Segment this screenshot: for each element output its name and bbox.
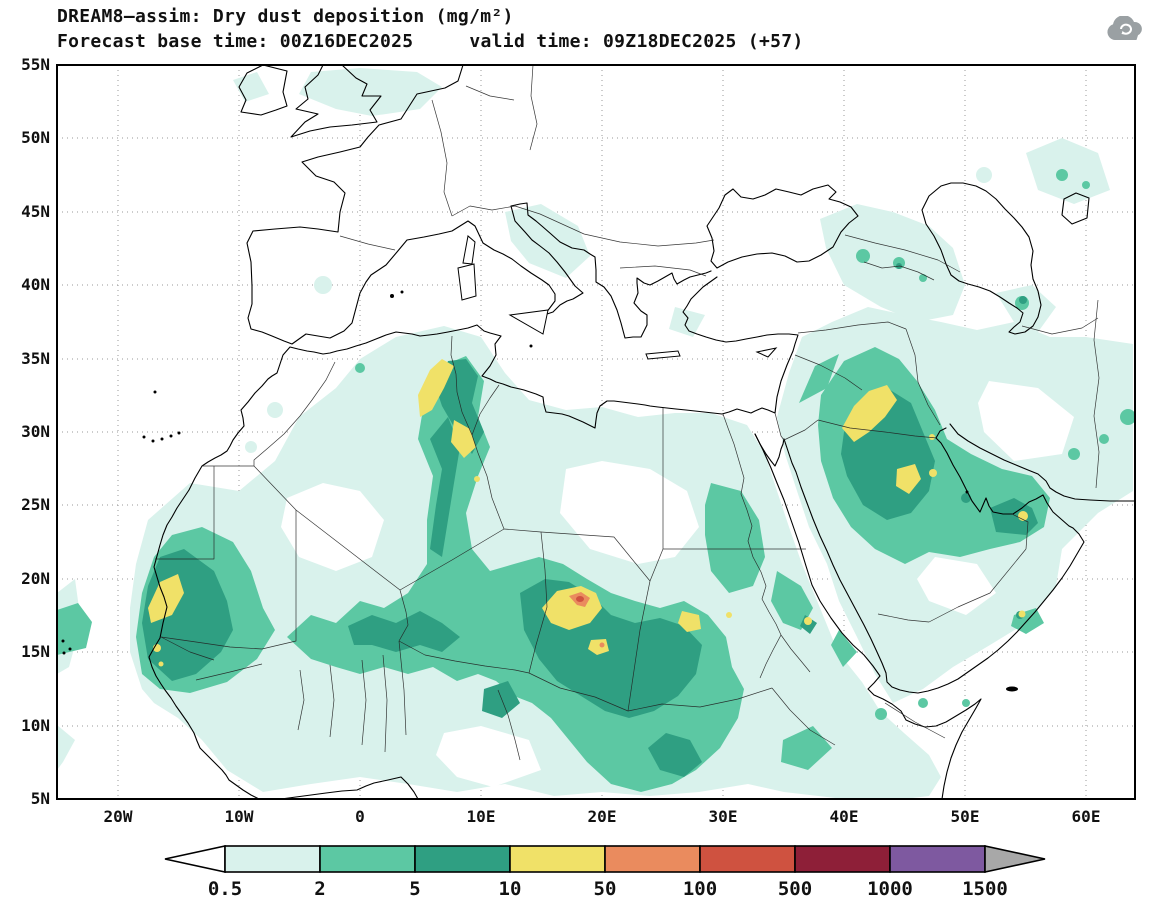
lon-tick-label: 30E (709, 807, 738, 826)
colorbar-segment (699, 845, 796, 873)
page-title: DREAM8—assim: Dry dust deposition (mg/m²… (57, 6, 514, 27)
colorbar-label: 1500 (962, 878, 1008, 900)
lat-tick-label: 40N (21, 275, 50, 294)
colorbar-label: 5 (409, 878, 420, 900)
colorbar-arrow-right (984, 845, 1046, 873)
lat-tick-label: 30N (21, 422, 50, 441)
lon-tick-label: 20E (588, 807, 617, 826)
country-borders (155, 65, 1100, 761)
forecast-time-line: Forecast base time: 00Z16DEC2025 valid ti… (57, 31, 804, 52)
lat-tick-label: 5N (31, 789, 50, 808)
colorbar-label: 0.5 (208, 878, 242, 900)
lon-tick-label: 0 (355, 807, 365, 826)
lon-tick-label: 50E (951, 807, 980, 826)
lon-tick-label: 60E (1072, 807, 1101, 826)
lat-axis: 55N 50N 45N 40N 35N 30N 25N 20N 15N 10N … (21, 55, 50, 808)
lat-tick-label: 50N (21, 128, 50, 147)
colorbar-segment (509, 845, 606, 873)
lat-tick-label: 10N (21, 716, 50, 735)
colorbar-arrow-left (164, 845, 226, 873)
colorbar-segment (414, 845, 511, 873)
colorbar-label: 500 (778, 878, 812, 900)
lon-tick-label: 40E (830, 807, 859, 826)
seevccc-logo (1105, 16, 1147, 43)
lat-tick-label: 25N (21, 495, 50, 514)
islands (61, 235, 1018, 692)
cloud-icon (1107, 16, 1142, 40)
valid-time-label: valid time: 09Z18DEC2025 (+57) (469, 31, 804, 52)
lon-axis: 20W 10W 0 10E 20E 30E 40E 50E 60E (104, 807, 1101, 826)
lon-tick-label: 10E (467, 807, 496, 826)
colorbar-label: 1000 (867, 878, 913, 900)
lat-tick-label: 15N (21, 642, 50, 661)
colorbar-segment (604, 845, 701, 873)
lat-tick-label: 20N (21, 569, 50, 588)
lon-tick-label: 20W (104, 807, 133, 826)
lon-tick-label: 10W (225, 807, 254, 826)
dust-shading-level-100 (576, 596, 584, 602)
colorbar-segment (889, 845, 986, 873)
colorbar-label: 2 (314, 878, 325, 900)
colorbar-label: 10 (499, 878, 522, 900)
colorbar-segment (319, 845, 416, 873)
colorbar-segment (224, 845, 321, 873)
map-frame (56, 64, 1136, 800)
colorbar-label: 50 (594, 878, 617, 900)
lat-tick-label: 55N (21, 55, 50, 74)
coastlines (148, 65, 1135, 799)
lat-tick-label: 35N (21, 349, 50, 368)
colorbar-segment (794, 845, 891, 873)
lat-tick-label: 45N (21, 202, 50, 221)
colorbar-label: 100 (683, 878, 717, 900)
colorbar: 0.5 2 5 10 50 100 500 1000 1500 (164, 845, 1046, 900)
forecast-base-label: Forecast base time: 00Z16DEC2025 (57, 31, 414, 52)
dust-shading-gaps (281, 381, 1074, 787)
